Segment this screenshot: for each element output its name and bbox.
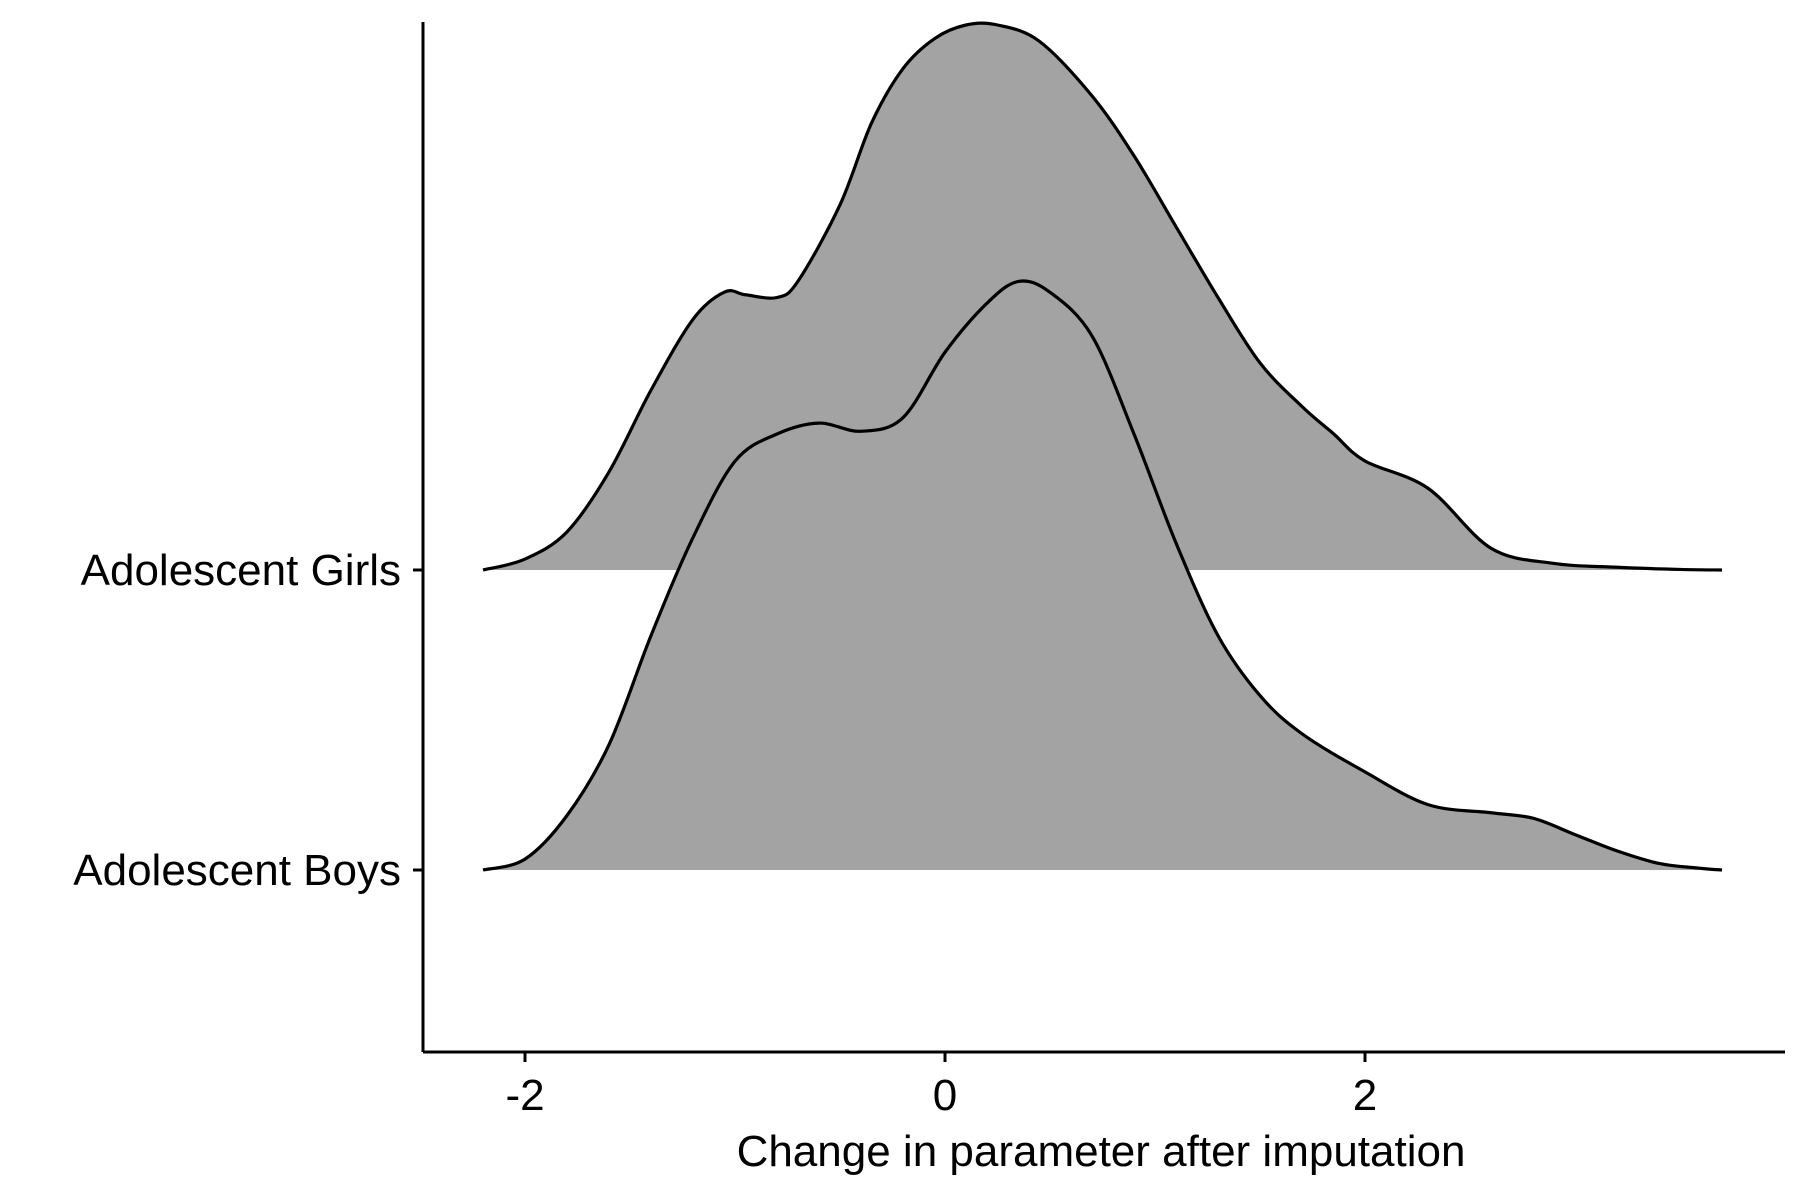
x-axis-title: Change in parameter after imputation [737, 1127, 1466, 1176]
x-tick-label: -2 [505, 1071, 544, 1120]
ridge-outline [482, 279, 1723, 872]
x-tick-label: 2 [1353, 1071, 1377, 1120]
y-category-label: Adolescent Boys [73, 846, 401, 895]
y-category-label: Adolescent Girls [81, 546, 401, 595]
y-axis-ticks: Adolescent Girls Adolescent Boys [73, 546, 423, 895]
ridge-outline [482, 21, 1723, 572]
x-axis-ticks: -2 0 2 [505, 1052, 1377, 1120]
ridge-adolescent-boys [482, 279, 1723, 872]
ridges-layer [482, 21, 1723, 872]
x-tick-label: 0 [933, 1071, 957, 1120]
